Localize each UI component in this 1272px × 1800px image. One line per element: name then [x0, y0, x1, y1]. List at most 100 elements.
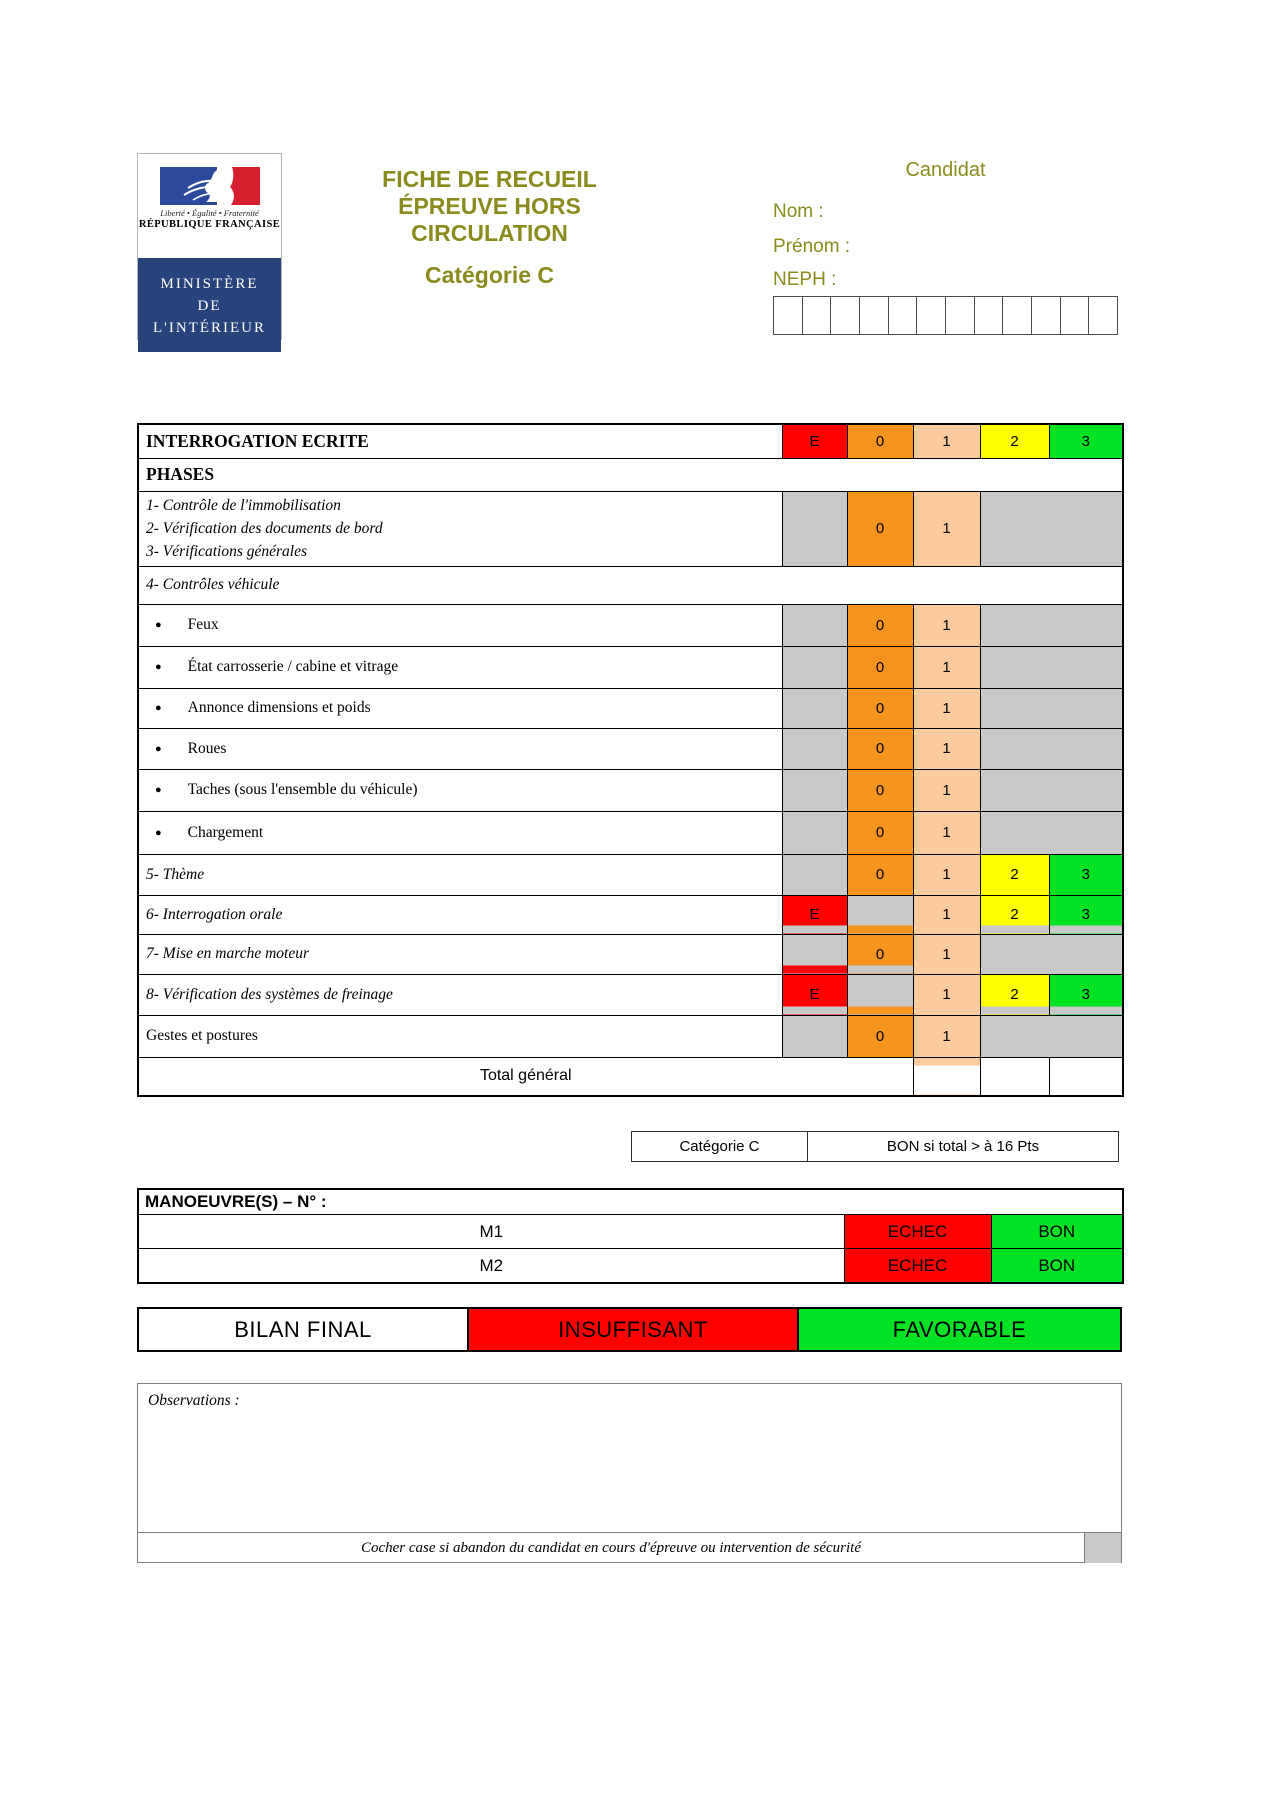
- maneuver-fail-cell[interactable]: ECHEC: [843, 1214, 992, 1249]
- score-cell-0[interactable]: 0: [846, 853, 914, 896]
- neph-cell[interactable]: [916, 297, 945, 334]
- neph-cell[interactable]: [774, 297, 802, 334]
- maneuver-row: M2 ECHEC BON: [137, 1248, 1124, 1284]
- scoring-row-label: ● Roues: [137, 727, 783, 770]
- maneuver-fail-cell[interactable]: ECHEC: [843, 1248, 992, 1284]
- score-cell[interactable]: [979, 490, 1124, 567]
- score-cell[interactable]: [781, 727, 848, 770]
- score-cell-0[interactable]: 0: [846, 645, 914, 689]
- neph-cell[interactable]: [801, 297, 831, 334]
- abandon-row: Cocher case si abandon du candidat en co…: [138, 1532, 1121, 1563]
- score-cell[interactable]: [781, 687, 848, 729]
- score-cell-0[interactable]: 0: [846, 768, 914, 812]
- score-cell-1[interactable]: 1: [912, 853, 981, 896]
- scoring-row: INTERROGATION ECRITE E 0 1 2 3: [137, 423, 1124, 459]
- bullet-icon: ●: [155, 826, 162, 839]
- score-cell[interactable]: [912, 1056, 981, 1097]
- score-cell[interactable]: [781, 1014, 848, 1058]
- score-cell[interactable]: [781, 810, 848, 855]
- maneuver-pass-cell[interactable]: BON: [990, 1248, 1124, 1284]
- score-cell-1[interactable]: 1: [912, 603, 981, 647]
- score-cell-2[interactable]: 2: [979, 853, 1050, 896]
- score-cell[interactable]: [979, 687, 1124, 729]
- score-cell-0[interactable]: 0: [846, 933, 914, 975]
- score-cell-1[interactable]: 1: [912, 687, 981, 729]
- bullet-icon: ●: [155, 742, 162, 755]
- score-cell-1[interactable]: 1: [912, 768, 981, 812]
- scoring-row-label: 7- Mise en marche moteur: [137, 933, 783, 975]
- score-cell[interactable]: [979, 603, 1124, 647]
- score-cell-E[interactable]: E: [781, 894, 848, 935]
- ministry-logo: Liberté • Égalité • Fraternité RÉPUBLIQU…: [137, 153, 282, 352]
- score-cell-1[interactable]: 1: [912, 645, 981, 689]
- score-cell-3[interactable]: 3: [1048, 853, 1124, 896]
- document-category: Catégorie C: [424, 262, 555, 288]
- score-cell-0[interactable]: 0: [846, 603, 914, 647]
- score-cell-2[interactable]: 2: [979, 423, 1050, 459]
- score-cell-0[interactable]: 0: [846, 490, 914, 567]
- score-cell[interactable]: [781, 603, 848, 647]
- score-cell-E[interactable]: E: [781, 423, 848, 459]
- neph-cell[interactable]: [1002, 297, 1031, 334]
- score-cell[interactable]: [846, 894, 914, 935]
- maneuver-label: M2: [137, 1248, 845, 1284]
- score-cell-0[interactable]: 0: [846, 1014, 914, 1058]
- scoring-row: Gestes et postures 0 1: [137, 1014, 1124, 1058]
- score-cell[interactable]: [781, 645, 848, 689]
- score-cell[interactable]: [846, 973, 914, 1016]
- score-cell-0[interactable]: 0: [846, 810, 914, 855]
- score-cell-1[interactable]: 1: [912, 490, 981, 567]
- score-cell-0[interactable]: 0: [846, 423, 914, 459]
- neph-cell[interactable]: [945, 297, 974, 334]
- neph-cell[interactable]: [830, 297, 859, 334]
- category-threshold-box: Catégorie C BON si total > à 16 Pts: [631, 1131, 1119, 1162]
- score-cell[interactable]: [781, 933, 848, 975]
- score-cell-2[interactable]: 2: [979, 973, 1050, 1016]
- score-cell-0[interactable]: 0: [846, 727, 914, 770]
- final-pass-cell[interactable]: FAVORABLE: [799, 1309, 1120, 1350]
- bullet-icon: ●: [155, 619, 162, 631]
- score-cell[interactable]: [979, 768, 1124, 812]
- score-cell[interactable]: [781, 768, 848, 812]
- score-cell[interactable]: [979, 933, 1124, 975]
- score-cell[interactable]: [781, 853, 848, 896]
- neph-cell[interactable]: [1031, 297, 1060, 334]
- neph-cell[interactable]: [1088, 297, 1117, 334]
- abandon-instruction: Cocher case si abandon du candidat en co…: [360, 1539, 862, 1556]
- score-cell[interactable]: [979, 645, 1124, 689]
- score-cell-1[interactable]: 1: [912, 1014, 981, 1058]
- score-cell[interactable]: [979, 727, 1124, 770]
- score-cell-1[interactable]: 1: [912, 933, 981, 975]
- score-cell[interactable]: [979, 810, 1124, 855]
- maneuver-pass-cell[interactable]: BON: [990, 1214, 1124, 1249]
- bullet-icon: ●: [155, 702, 162, 714]
- title-line: ÉPREUVE HORS: [398, 193, 581, 219]
- final-fail-cell[interactable]: INSUFFISANT: [469, 1309, 799, 1350]
- neph-input-row[interactable]: [773, 296, 1118, 335]
- neph-cell[interactable]: [973, 297, 1003, 334]
- logo-republic: RÉPUBLIQUE FRANÇAISE: [138, 219, 281, 230]
- score-cell-0[interactable]: 0: [846, 687, 914, 729]
- score-cell-E[interactable]: E: [781, 973, 848, 1016]
- score-cell-3[interactable]: 3: [1048, 423, 1124, 459]
- score-cell[interactable]: [781, 490, 848, 567]
- score-cell-3[interactable]: 3: [1048, 973, 1124, 1016]
- score-cell[interactable]: [1048, 1056, 1124, 1097]
- neph-cell[interactable]: [859, 297, 888, 334]
- score-cell-2[interactable]: 2: [979, 894, 1050, 935]
- score-cell-1[interactable]: 1: [912, 810, 981, 855]
- score-cell-3[interactable]: 3: [1048, 894, 1124, 935]
- score-cell[interactable]: [979, 1056, 1050, 1097]
- neph-cell[interactable]: [887, 297, 917, 334]
- score-cell-1[interactable]: 1: [912, 423, 981, 459]
- observations-area[interactable]: Observations :: [138, 1384, 1121, 1532]
- neph-cell[interactable]: [1059, 297, 1089, 334]
- scoring-row: 4- Contrôles véhicule: [137, 565, 1124, 605]
- score-cell[interactable]: [979, 1014, 1124, 1058]
- score-cell-1[interactable]: 1: [912, 727, 981, 770]
- scoring-row: 8- Vérification des systèmes de freinage…: [137, 973, 1124, 1016]
- abandon-checkbox[interactable]: [1084, 1533, 1121, 1563]
- scoring-row: 7- Mise en marche moteur 0 1: [137, 933, 1124, 975]
- score-cell-1[interactable]: 1: [912, 894, 981, 935]
- score-cell-1[interactable]: 1: [912, 973, 981, 1016]
